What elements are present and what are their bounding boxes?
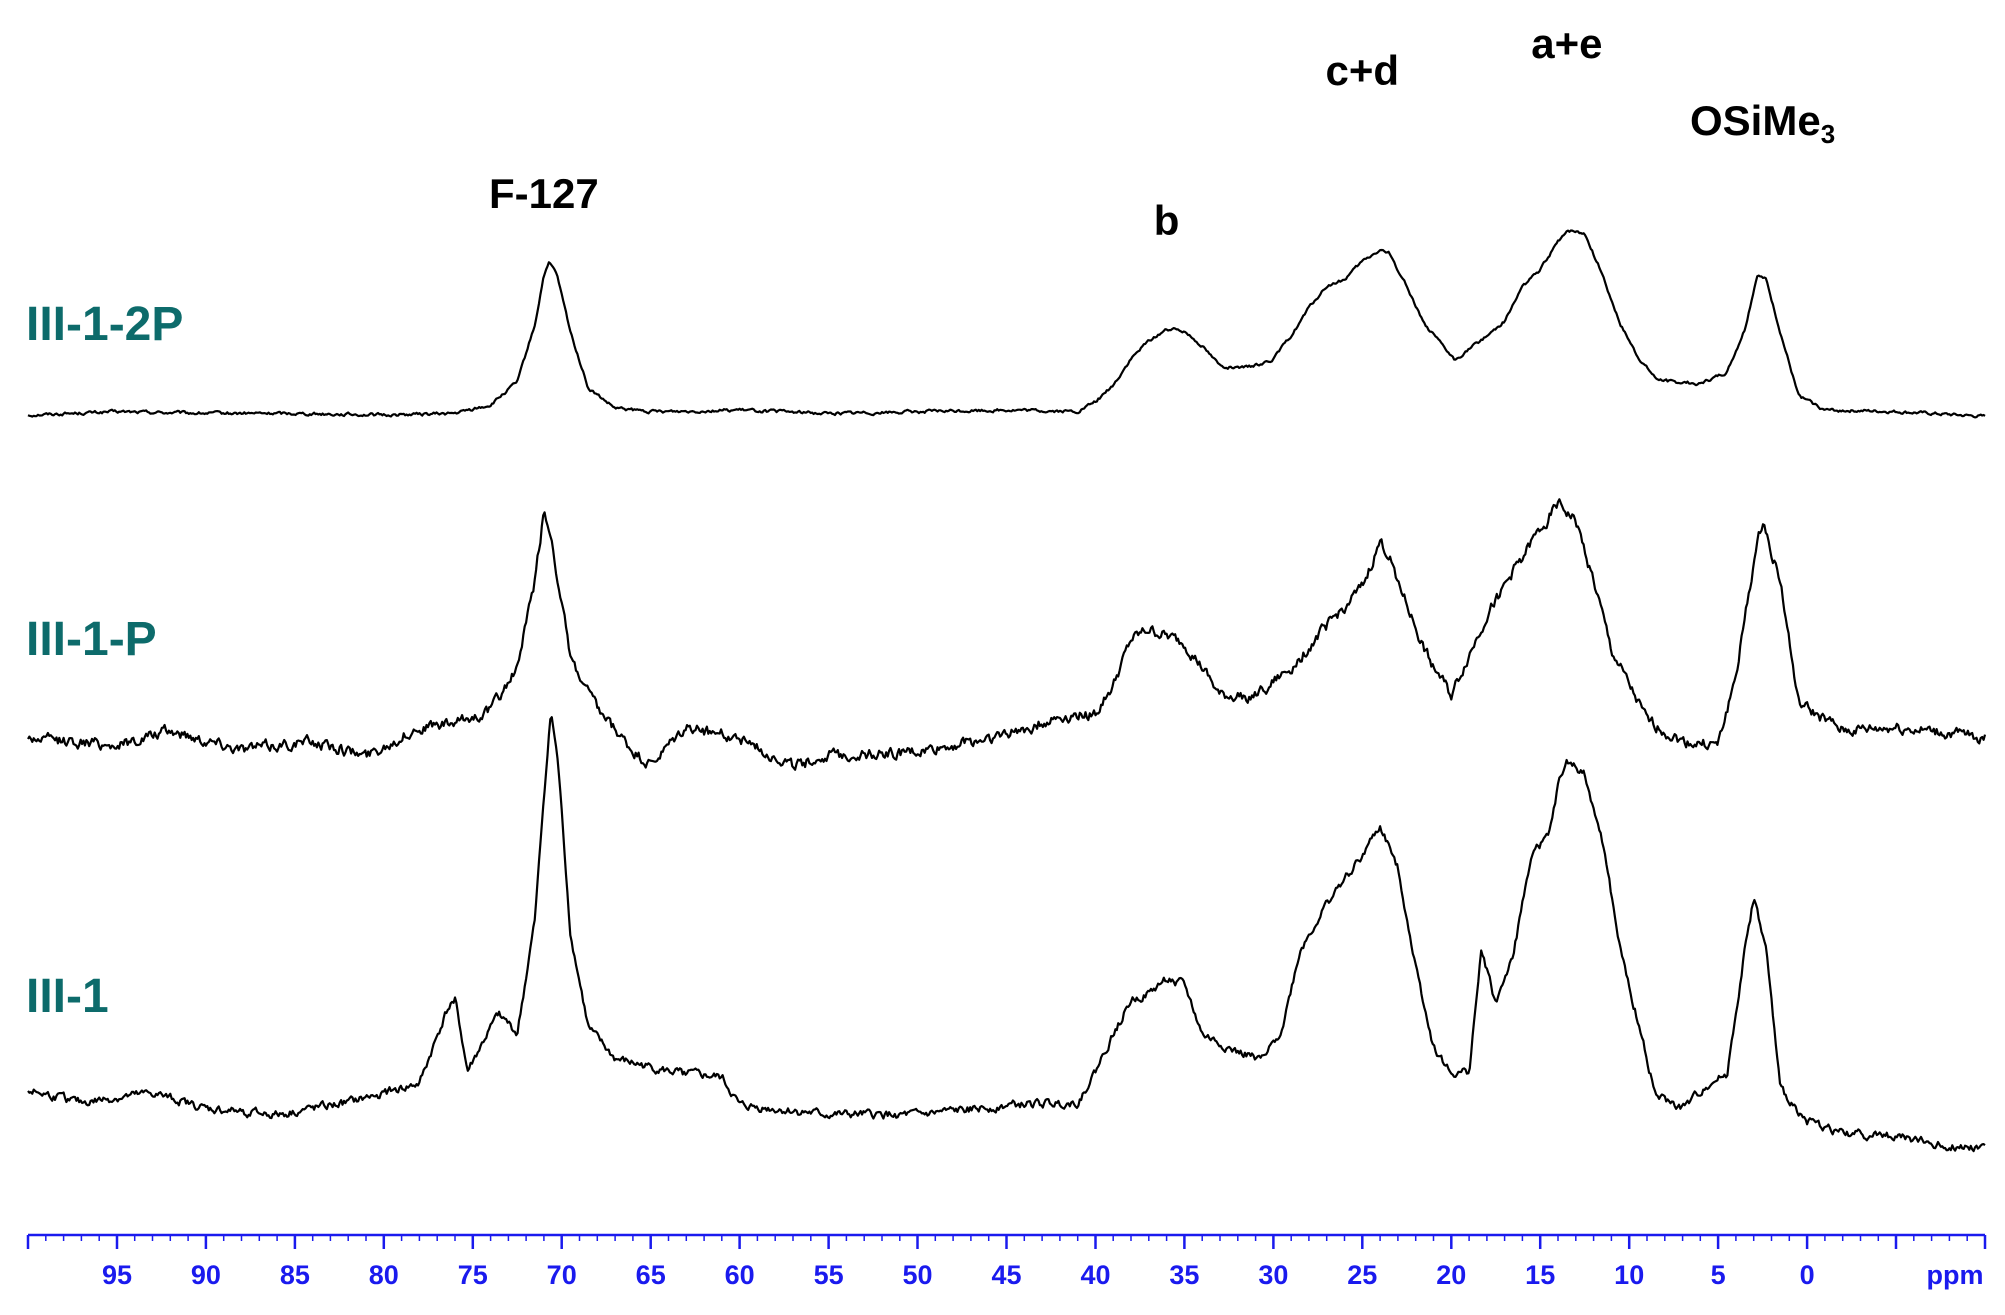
x-axis-tick-label: 90 <box>191 1260 221 1290</box>
x-axis-ticks: 95 90 85 80 75 70 65 60 55 50 45 40 35 30 25 20 15 10 5 0 <box>26 1235 1987 1290</box>
x-axis-tick-label: 30 <box>1258 1260 1288 1290</box>
spectrum-line-iii-1 <box>27 716 1986 1153</box>
x-axis-tick-label: 5 <box>1711 1260 1726 1290</box>
peak-label-osime3-subscript: 3 <box>1821 119 1835 149</box>
x-axis-tick-label: 40 <box>1080 1260 1110 1290</box>
x-axis-tick-label: 75 <box>458 1260 488 1290</box>
peak-annotations: F-127 b c+d a+e OSiMe3 <box>489 20 1835 244</box>
series-label-iii-1-p: III-1-P <box>26 613 157 666</box>
series-label-iii-1-2p: III-1-2P <box>26 298 183 351</box>
x-axis-tick-label: 35 <box>1169 1260 1199 1290</box>
series-label-iii-1: III-1 <box>26 970 109 1023</box>
peak-label-a-e: a+e <box>1531 20 1602 67</box>
x-axis-tick-label: 45 <box>991 1260 1021 1290</box>
x-axis: 95 90 85 80 75 70 65 60 55 50 45 40 35 30 25 20 15 10 5 0 p… <box>26 1233 1987 1290</box>
peak-label-osime3: OSiMe3 <box>1690 97 1835 149</box>
series-labels: III-1-2P III-1-P III-1 <box>26 298 183 1023</box>
x-axis-tick-label: 20 <box>1436 1260 1466 1290</box>
spectrum-line-iii-1-p <box>27 498 1987 771</box>
x-axis-tick-label: 70 <box>547 1260 577 1290</box>
x-axis-tick-label: 55 <box>814 1260 844 1290</box>
x-axis-unit-label: ppm <box>1927 1260 1984 1290</box>
peak-label-c-d: c+d <box>1326 47 1400 94</box>
peak-label-f127: F-127 <box>489 170 599 217</box>
x-axis-tick-label: 0 <box>1800 1260 1815 1290</box>
x-axis-tick-label: 60 <box>725 1260 755 1290</box>
spectrum-line-iii-1-2p <box>27 229 1986 419</box>
x-axis-tick-label: 50 <box>902 1260 932 1290</box>
x-axis-tick-label: 25 <box>1347 1260 1377 1290</box>
x-axis-tick-label: 10 <box>1614 1260 1644 1290</box>
spectra-layer <box>27 229 1987 1153</box>
peak-label-b: b <box>1154 197 1180 244</box>
x-axis-tick-label: 15 <box>1525 1260 1555 1290</box>
peak-label-osime3-main: OSiMe <box>1690 97 1821 144</box>
x-axis-tick-label: 65 <box>636 1260 666 1290</box>
x-axis-tick-label: 85 <box>280 1260 310 1290</box>
x-axis-tick-label: 95 <box>102 1260 132 1290</box>
x-axis-tick-label: 80 <box>369 1260 399 1290</box>
